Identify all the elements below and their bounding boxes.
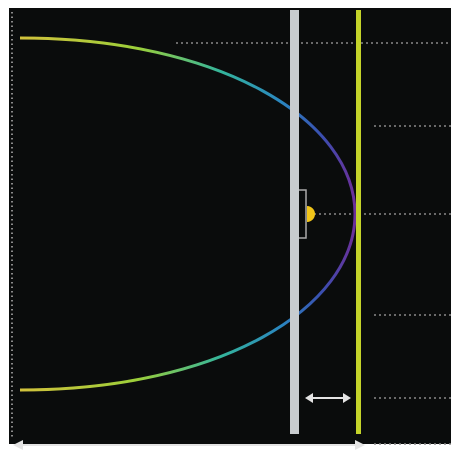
gap-double-arrow — [305, 393, 351, 403]
light-source-icon — [307, 206, 315, 222]
width-arrow-head-left — [13, 440, 23, 450]
gap-arrow-head-right — [343, 393, 351, 403]
vertical-plate — [290, 10, 299, 434]
diagram-background — [9, 8, 451, 444]
parabolic-reflector-profile — [19, 36, 357, 392]
source-mount-bracket — [299, 189, 307, 239]
gap-arrow-head-left — [305, 393, 313, 403]
target-line — [356, 10, 361, 434]
width-arrow-head-right — [355, 440, 365, 450]
width-double-arrow — [13, 440, 365, 450]
